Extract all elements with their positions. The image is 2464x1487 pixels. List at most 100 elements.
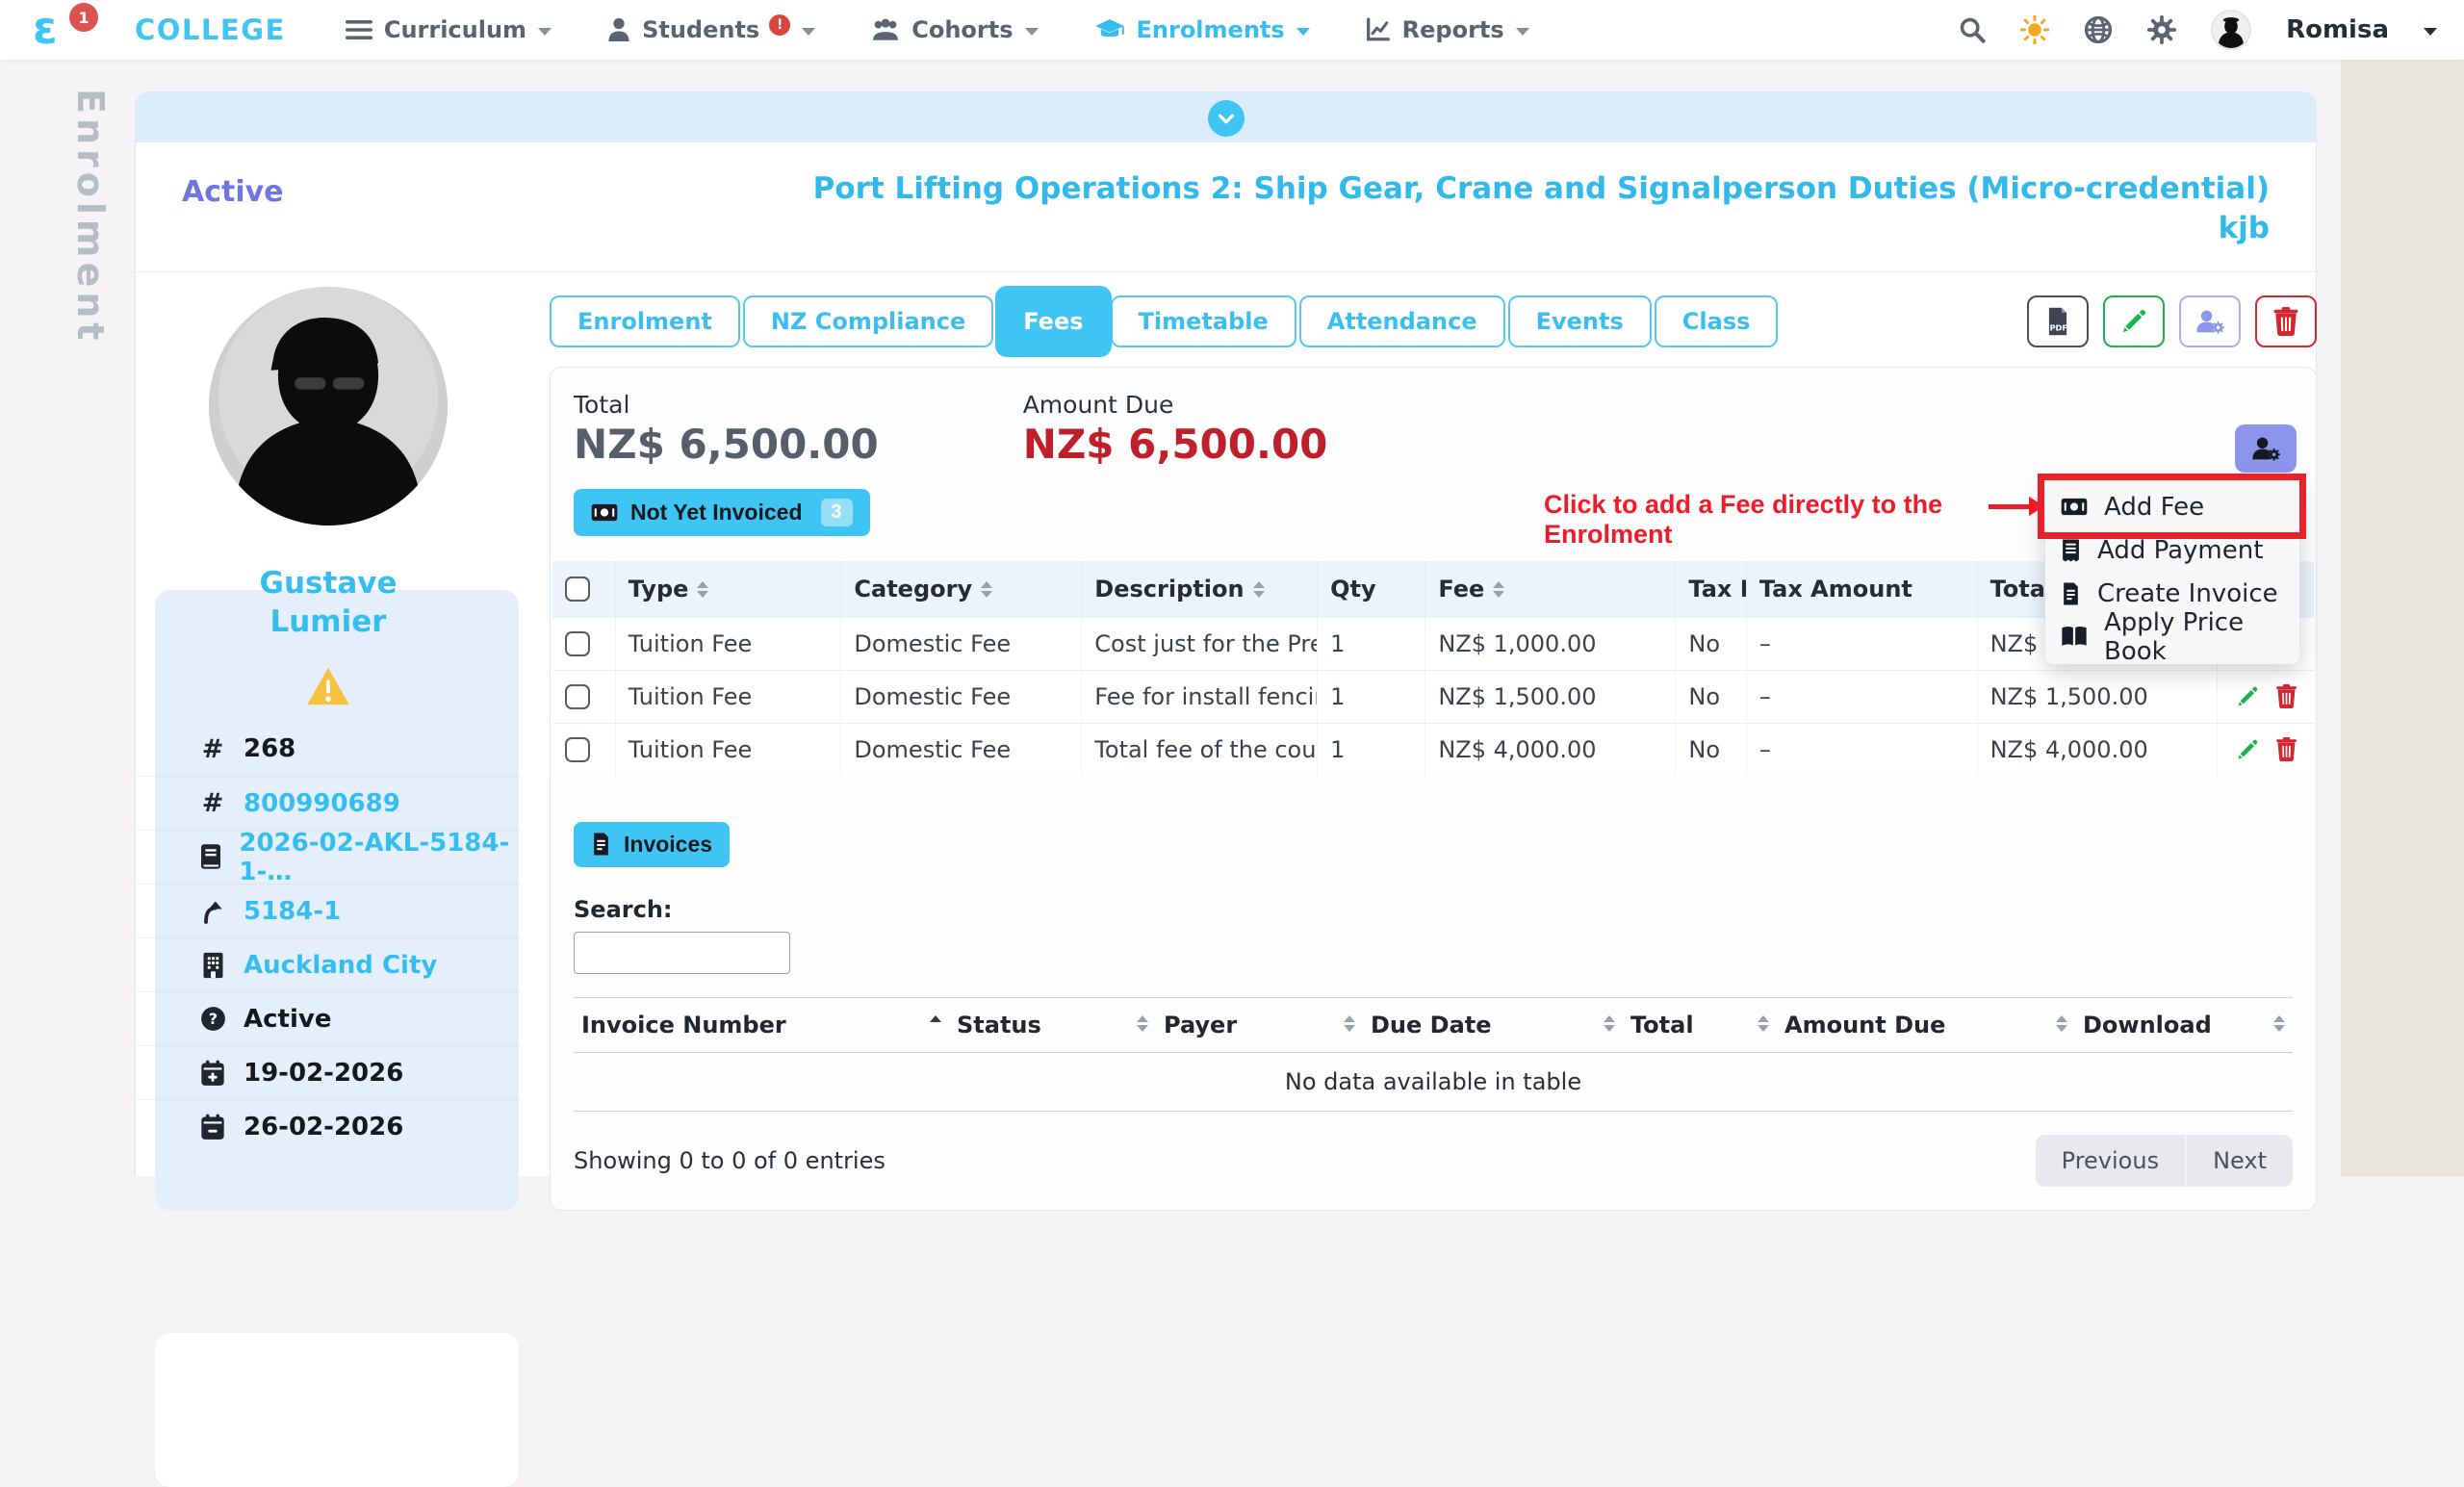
- col-total[interactable]: Total: [1623, 997, 1777, 1052]
- col-tax-included[interactable]: Tax Ir: [1676, 561, 1746, 618]
- detail-value[interactable]: 800990689: [244, 789, 400, 818]
- invoices-table: Invoice Number Status Payer Due Date Tot…: [574, 997, 2293, 1112]
- select-all-checkbox[interactable]: [565, 577, 590, 602]
- col-status[interactable]: Status: [949, 997, 1156, 1052]
- money-bill-icon: [591, 503, 618, 522]
- warning-icon[interactable]: [306, 666, 350, 706]
- detail-value: 268: [244, 734, 295, 763]
- detail-value[interactable]: 5184-1: [244, 897, 341, 926]
- detail-enrolment-id: # 268: [136, 722, 521, 776]
- invoices-button[interactable]: Invoices: [574, 822, 730, 867]
- detail-value[interactable]: 2026-02-AKL-5184-1-…: [239, 829, 521, 886]
- question-circle-icon: ?: [195, 1006, 230, 1032]
- collapse-button[interactable]: [1208, 100, 1245, 137]
- detail-value[interactable]: Auckland City: [244, 951, 437, 980]
- col-description[interactable]: Description: [1082, 561, 1318, 618]
- tab-events[interactable]: Events: [1508, 295, 1652, 347]
- detail-start-date: 19-02-2026: [136, 1045, 521, 1099]
- nav-item-cohorts[interactable]: Cohorts: [871, 16, 1038, 43]
- theme-sun-icon[interactable]: [2020, 15, 2049, 44]
- brand-title: COLLEGE: [135, 13, 286, 46]
- sort-icon: [697, 581, 708, 598]
- delete-enrolment-button[interactable]: [2255, 295, 2317, 347]
- page-side-label: Enrolment: [69, 89, 112, 345]
- nav-item-students[interactable]: Students !: [607, 16, 815, 43]
- user-avatar[interactable]: [2211, 10, 2251, 50]
- logo-glyph: ε: [33, 4, 58, 53]
- user-name[interactable]: Romisa: [2286, 15, 2389, 44]
- col-fee[interactable]: Fee: [1425, 561, 1676, 618]
- open-book-icon: [2061, 626, 2088, 648]
- edit-fee-icon[interactable]: [2236, 685, 2259, 708]
- delete-fee-icon[interactable]: [2276, 684, 2297, 708]
- fee-amount: NZ$ 1,000.00: [1425, 617, 1676, 670]
- tab-fees[interactable]: Fees: [995, 286, 1111, 357]
- next-page-button[interactable]: Next: [2185, 1135, 2293, 1187]
- col-invoice-number[interactable]: Invoice Number: [574, 997, 949, 1052]
- col-tax-amount[interactable]: Tax Amount: [1746, 561, 1977, 618]
- sort-icon: [1493, 581, 1504, 598]
- fee-type: Tuition Fee: [615, 723, 841, 776]
- chevron-down-icon: [1216, 108, 1237, 129]
- user-gear-icon: [2194, 308, 2225, 335]
- student-settings-button[interactable]: [2179, 295, 2241, 347]
- edit-fee-icon[interactable]: [2236, 738, 2259, 761]
- search-icon[interactable]: [1959, 16, 1986, 43]
- menu-item-label: Add Payment: [2097, 536, 2263, 565]
- tab-timetable[interactable]: Timetable: [1111, 295, 1296, 347]
- nav-item-enrolments[interactable]: Enrolments: [1094, 16, 1310, 43]
- search-input[interactable]: [574, 932, 790, 974]
- fee-row: Tuition Fee Domestic Fee Fee for install…: [552, 670, 2314, 723]
- app-logo[interactable]: ε 1: [27, 0, 90, 60]
- nav-item-label: Curriculum: [384, 16, 526, 43]
- menu-item-add-fee[interactable]: Add Fee: [2045, 485, 2299, 528]
- fees-actions-button[interactable]: [2235, 424, 2297, 473]
- course-title-suffix: kjb: [813, 209, 2270, 248]
- nav-item-curriculum[interactable]: Curriculum: [346, 16, 552, 43]
- globe-icon[interactable]: [2084, 15, 2113, 44]
- col-payer[interactable]: Payer: [1156, 997, 1363, 1052]
- search-label: Search:: [574, 896, 673, 923]
- col-download[interactable]: Download: [2075, 997, 2293, 1052]
- tab-attendance[interactable]: Attendance: [1299, 295, 1505, 347]
- user-gear-icon: [2250, 435, 2281, 462]
- arrow-turn-up-icon: [195, 898, 230, 925]
- col-category[interactable]: Category: [841, 561, 1082, 618]
- chevron-down-icon: [1025, 28, 1039, 36]
- row-checkbox[interactable]: [565, 631, 590, 656]
- student-photo[interactable]: [209, 287, 448, 526]
- annotation-arrow: [1989, 504, 2031, 509]
- graduation-cap-icon: [1094, 18, 1125, 42]
- menu-item-apply-price-book[interactable]: Apply Price Book: [2045, 615, 2299, 658]
- fee-tax-included: No: [1676, 617, 1746, 670]
- edit-enrolment-button[interactable]: [2103, 295, 2165, 347]
- course-title-text: Port Lifting Operations 2: Ship Gear, Cr…: [813, 169, 2270, 209]
- sort-asc-icon: [930, 1015, 941, 1022]
- nav-item-reports[interactable]: Reports: [1366, 16, 1529, 43]
- fee-description: Fee for install fencing: [1082, 670, 1318, 723]
- menu-item-add-payment[interactable]: Add Payment: [2045, 528, 2299, 572]
- tab-nz-compliance[interactable]: NZ Compliance: [743, 295, 993, 347]
- previous-page-button[interactable]: Previous: [2036, 1135, 2185, 1187]
- hash-icon: #: [195, 734, 230, 764]
- delete-fee-icon[interactable]: [2276, 737, 2297, 761]
- detail-status: ? Active: [136, 991, 521, 1045]
- fee-description: Total fee of the course: [1082, 723, 1318, 776]
- col-type[interactable]: Type: [615, 561, 841, 618]
- row-checkbox[interactable]: [565, 684, 590, 709]
- not-yet-invoiced-count: 3: [821, 499, 853, 526]
- col-due-date[interactable]: Due Date: [1363, 997, 1623, 1052]
- fee-total: NZ$ 4,000.00: [1977, 723, 2218, 776]
- col-qty[interactable]: Qty: [1318, 561, 1425, 618]
- row-checkbox[interactable]: [565, 737, 590, 762]
- amount-due-value: NZ$ 6,500.00: [1023, 421, 1328, 468]
- sort-icon: [1137, 1015, 1148, 1032]
- pencil-icon: [2120, 308, 2147, 335]
- gear-icon[interactable]: [2147, 15, 2176, 44]
- export-pdf-button[interactable]: PDF: [2027, 295, 2089, 347]
- tab-enrolment[interactable]: Enrolment: [550, 295, 740, 347]
- fee-tax-included: No: [1676, 670, 1746, 723]
- tab-class[interactable]: Class: [1655, 295, 1779, 347]
- not-yet-invoiced-button[interactable]: Not Yet Invoiced 3: [574, 489, 870, 536]
- col-amount-due[interactable]: Amount Due: [1777, 997, 2075, 1052]
